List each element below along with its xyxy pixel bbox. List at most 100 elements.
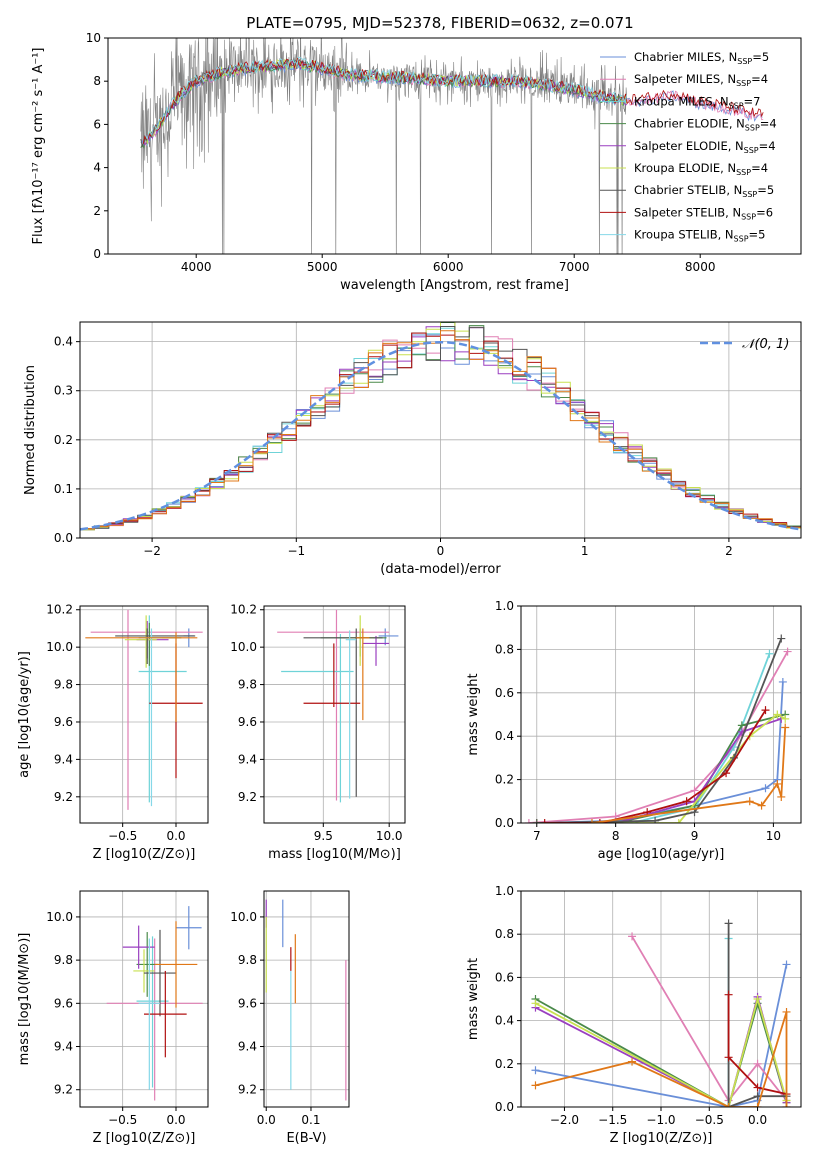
panel-spectrum: 4000 5000 6000 7000 8000 0 2 4 6 8 10 wavelength [A… [31, 31, 802, 293]
legend-entry: Salpeter STELIB, NSSP=6 [634, 205, 773, 221]
errorbar-point [303, 643, 361, 708]
x-tick-label: 0 [437, 544, 445, 558]
y-tick-label: 1.0 [495, 884, 514, 898]
histogram-step-line [80, 330, 801, 530]
y-tick-label: 0.0 [495, 816, 514, 830]
y-tick-label: 9.8 [54, 953, 73, 967]
x-tick-label: 8000 [685, 260, 716, 274]
y-tick-label: 9.6 [238, 715, 257, 729]
errorbar-point [277, 609, 390, 801]
errorbar-point [140, 628, 163, 807]
legend-entry: Kroupa ELODIE, NSSP=4 [634, 161, 768, 177]
errorbar-point [176, 906, 202, 950]
y-tick-label: 0.0 [54, 531, 73, 545]
mass-weight-marker [531, 1066, 540, 1075]
mass-weight-marker [783, 647, 792, 656]
x-axis-label: mass [log10(M/M⊙)] [268, 847, 401, 862]
mass-weight-marker [782, 1103, 791, 1107]
x-tick-label: 0.0 [257, 1113, 276, 1127]
y-tick-label: 0.4 [495, 729, 514, 743]
x-tick-label: 0.0 [166, 1113, 185, 1127]
y-tick-label: 0.3 [54, 384, 73, 398]
mass-weight-marker [722, 769, 731, 778]
x-tick-label: 10.0 [376, 829, 403, 843]
panel-mass_weight_vs_Z: −2.0 −1.5 −1.0 −0.5 0.0 0.0 0.2 0.4 0.6 0.8 1.0 Z [… [466, 884, 802, 1146]
legend-entry: Chabrier STELIB, NSSP=5 [634, 183, 774, 199]
y-tick-label: 10.0 [46, 910, 73, 924]
y-tick-label: 10.2 [230, 603, 257, 617]
mass-weight-series-line [544, 709, 767, 823]
axes-frame [263, 890, 350, 1108]
mass-weight-marker [724, 990, 733, 999]
errorbar-point [136, 936, 169, 1088]
y-tick-label: 9.6 [54, 715, 73, 729]
mass-weight-marker [724, 919, 733, 928]
mass-weight-marker [587, 819, 596, 823]
x-tick-label: 0.1 [301, 1113, 320, 1127]
mass-weight-marker [761, 706, 770, 715]
y-tick-label: 0.8 [495, 927, 514, 941]
mass-weight-marker [524, 819, 533, 823]
y-tick-label: 9.6 [54, 996, 73, 1010]
errorbar-point [136, 932, 158, 997]
y-tick-label: 9.4 [54, 752, 73, 766]
legend-value: =4 [751, 72, 768, 86]
y-tick-label: 9.8 [54, 678, 73, 692]
mass-weight-marker [782, 960, 791, 969]
plot-area [531, 919, 791, 1107]
x-tick-label: −1.5 [598, 1113, 627, 1127]
y-tick-label: 0.0 [495, 1100, 514, 1114]
mass-weight-marker [753, 1103, 762, 1107]
y-tick-label: 0 [93, 247, 101, 261]
axes-frame [263, 605, 406, 824]
errorbar-point [138, 622, 182, 666]
legend-entry: Kroupa MILES, NSSP=7 [634, 94, 760, 110]
errorbar-point [133, 949, 155, 993]
data-spectrum-line [140, 38, 628, 254]
errorbar-point [85, 632, 198, 722]
legend-subscript: SSP [736, 168, 751, 177]
x-tick-label: 7000 [559, 260, 590, 274]
legend-entry: 𝒩(0, 1) [742, 337, 789, 352]
errorbar-point [362, 635, 390, 666]
y-tick-label: 9.2 [54, 790, 73, 804]
legend-subscript: SSP [737, 57, 752, 66]
y-tick-label: 9.2 [238, 1083, 257, 1097]
figure-title: PLATE=0795, MJD=52378, FIBERID=0632, z=0… [246, 14, 633, 32]
mass-weight-marker [753, 1059, 762, 1068]
x-tick-label: 1 [581, 544, 589, 558]
legend-subscript: SSP [745, 124, 760, 133]
mass-weight-marker [724, 1103, 733, 1107]
legend-subscript: SSP [742, 190, 757, 199]
mass-weight-marker [674, 819, 683, 823]
y-tick-label: 9.6 [238, 996, 257, 1010]
plot-area [524, 634, 792, 823]
y-tick-label: 2 [93, 204, 101, 218]
y-tick-label: 9.8 [238, 953, 257, 967]
y-axis-label: Flux [fλ10⁻¹⁷ erg cm⁻² s⁻¹ A⁻¹] [31, 48, 46, 245]
mass-weight-marker [781, 714, 790, 723]
x-tick-label: 7 [533, 829, 541, 843]
errorbar-point [281, 634, 354, 803]
mass-weight-marker [531, 1081, 540, 1090]
x-tick-label: 10 [766, 829, 781, 843]
plot-area [80, 322, 801, 531]
x-tick-label: 9.5 [314, 829, 333, 843]
panel-mass_vs_ebv: 0.0 0.1 9.2 9.4 9.6 9.8 10.0 E(B-V) [230, 890, 350, 1146]
y-tick-label: 0.2 [54, 433, 73, 447]
x-tick-label: 2 [725, 544, 733, 558]
y-tick-label: 9.4 [238, 752, 257, 766]
y-tick-label: 0.6 [495, 970, 514, 984]
x-tick-label: 0.0 [748, 1113, 767, 1127]
legend-value: =4 [760, 117, 777, 131]
mass-weight-marker [778, 677, 787, 686]
plot-area [85, 609, 203, 810]
legend-subscript: SSP [741, 212, 756, 221]
legend-value: =5 [749, 228, 766, 242]
panel-age_vs_Z: −0.5 0.0 9.2 9.4 9.6 9.8 10.0 10.2 Z [log10(Z/Z⊙… [17, 603, 209, 862]
mass-weight-series-line [727, 994, 787, 1095]
errorbar-point [144, 970, 187, 1058]
mass-weight-marker [682, 797, 691, 806]
y-tick-label: 10.2 [46, 603, 73, 617]
mass-weight-series-line [535, 1011, 788, 1107]
